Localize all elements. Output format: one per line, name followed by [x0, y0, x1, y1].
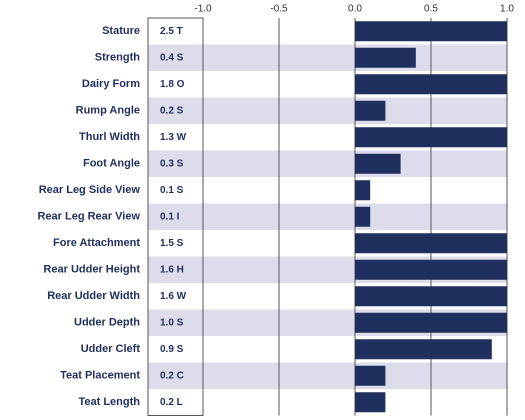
category-label: Rump Angle [76, 105, 140, 117]
category-label: Teat Placement [60, 370, 140, 382]
bar [355, 127, 507, 148]
x-tick-label: 0.0 [348, 4, 362, 15]
category-label: Strength [95, 52, 141, 64]
bar [355, 286, 507, 307]
value-label: 1.8 O [160, 79, 185, 90]
value-label: 1.6 W [160, 291, 187, 302]
value-label: 0.4 S [160, 52, 184, 63]
value-label: 1.0 S [160, 317, 184, 328]
x-tick-label: -1.0 [194, 4, 212, 15]
bar [355, 153, 401, 174]
category-label: Stature [102, 25, 140, 37]
x-tick-label: -0.5 [270, 4, 288, 15]
bar [355, 312, 507, 333]
row-band [148, 150, 507, 177]
plot-area [355, 21, 507, 413]
category-label: Udder Depth [74, 317, 140, 329]
bar [355, 365, 386, 386]
category-label: Rear Leg Rear View [37, 211, 140, 223]
category-label: Rear Leg Side View [39, 184, 141, 196]
bar [355, 233, 507, 254]
category-label: Thurl Width [79, 131, 140, 143]
category-label: Foot Angle [83, 158, 140, 170]
row-band [148, 203, 507, 230]
bar [355, 259, 507, 280]
value-label: 1.5 S [160, 238, 184, 249]
value-label: 0.1 S [160, 185, 184, 196]
category-label: Rear Udder Width [47, 290, 140, 302]
bar [355, 100, 386, 121]
value-label: 0.9 S [160, 344, 184, 355]
bar [355, 392, 386, 413]
bar [355, 74, 507, 95]
bar [355, 206, 371, 227]
bar [355, 21, 507, 42]
x-tick-label: 0.5 [424, 4, 438, 15]
value-label: 0.2 S [160, 105, 184, 116]
value-label: 0.3 S [160, 158, 184, 169]
category-label: Dairy Form [82, 78, 140, 90]
bar [355, 180, 371, 201]
bar [355, 47, 416, 68]
category-label: Teat Length [78, 396, 140, 408]
value-label: 0.2 L [160, 397, 183, 408]
row-band [148, 97, 507, 124]
value-label: 0.1 I [160, 211, 180, 222]
value-label: 2.5 T [160, 26, 183, 37]
category-label: Rear Udder Height [43, 264, 140, 276]
value-label: 1.3 W [160, 132, 187, 143]
category-label: Fore Attachment [53, 237, 140, 249]
x-tick-label: 1.0 [500, 4, 514, 15]
bar [355, 339, 492, 360]
value-label: 0.2 C [160, 370, 184, 381]
row-band [148, 362, 507, 389]
value-label: 1.6 H [160, 264, 184, 275]
category-label: Udder Cleft [81, 343, 141, 355]
row-band [148, 44, 507, 71]
